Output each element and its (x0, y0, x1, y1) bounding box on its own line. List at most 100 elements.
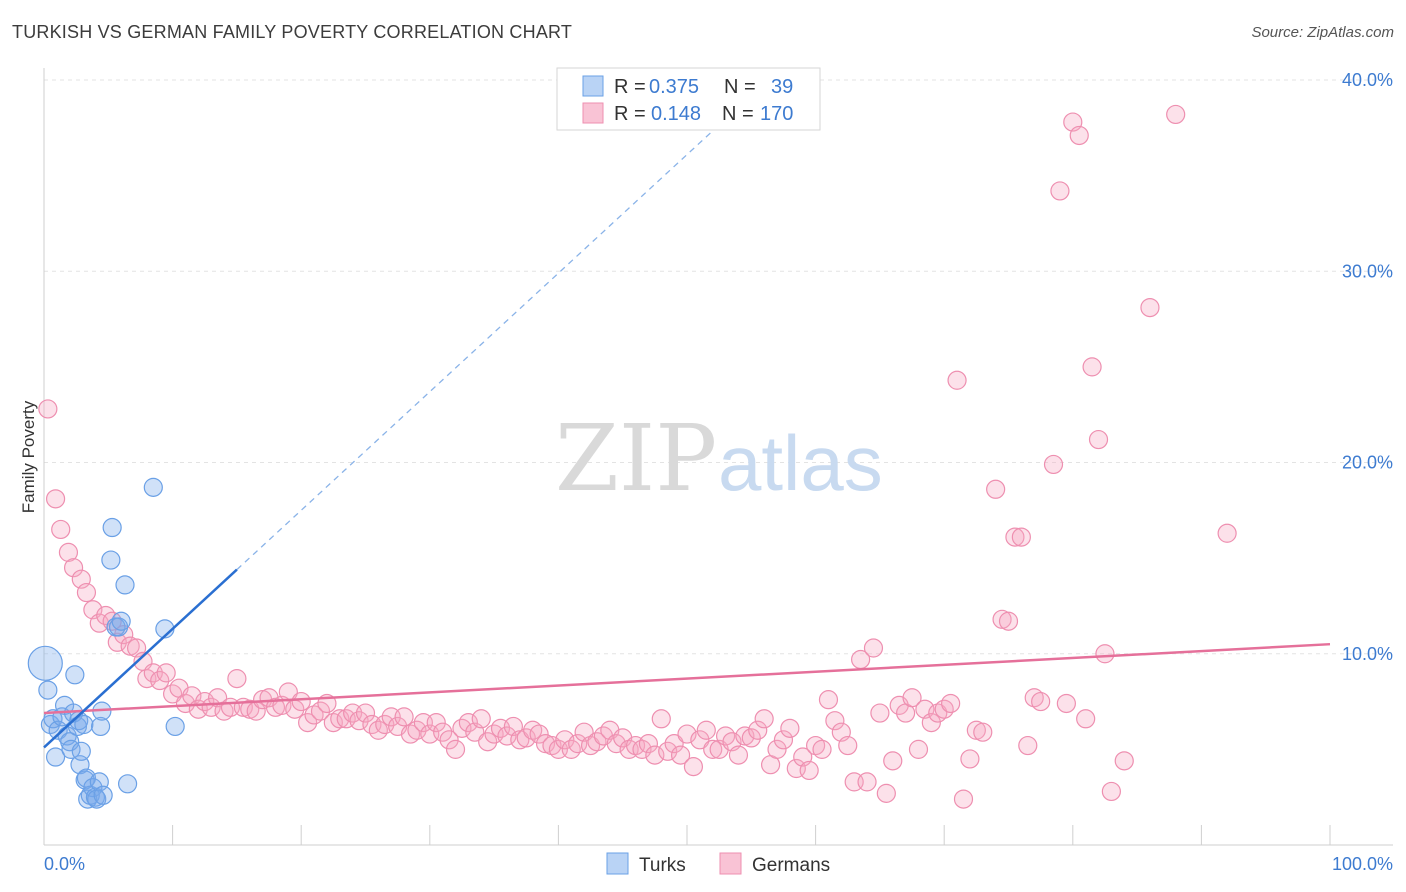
germans-point-122 (818, 690, 839, 710)
germans-point-129 (863, 638, 884, 658)
turks-swatch (582, 75, 604, 97)
watermark: ZIP atlas (555, 405, 883, 512)
germans-point-168 (1217, 523, 1237, 543)
turks-point-4 (45, 747, 66, 767)
germans-point-165 (1114, 751, 1134, 771)
germans-point-130 (870, 703, 890, 723)
germans-point-159 (1069, 125, 1089, 146)
turks-point-1 (38, 680, 58, 700)
germans-point-135 (902, 688, 922, 708)
germans-point-30 (227, 669, 247, 689)
germans-point-119 (799, 760, 819, 781)
legend-turks-label: Turks (639, 855, 686, 876)
germans-point-43 (310, 701, 331, 721)
turks-point-37 (165, 716, 185, 737)
germans-point-110 (741, 728, 761, 748)
turks-n-label: N = (724, 76, 756, 98)
germans-point-2 (51, 519, 71, 540)
germans-point-164 (1101, 781, 1121, 802)
germans-point-167 (1166, 104, 1186, 125)
germans-point-0 (38, 399, 58, 419)
germans-point-128 (857, 772, 877, 792)
turks-point-34 (117, 774, 138, 794)
germans-point-56 (394, 707, 414, 727)
turks-r-value: 0.375 (649, 76, 699, 98)
turks-point-35 (143, 477, 163, 497)
turks-point-26 (90, 716, 111, 737)
germans-point-63 (439, 730, 459, 750)
turks-point-17 (74, 714, 94, 735)
germans-point-112 (754, 709, 774, 729)
x-tick-label-max: 100.0% (1332, 854, 1393, 874)
turks-r-label: R = (614, 76, 646, 98)
stats-legend: R = 0.375 N = 39 R = 0.148 N = 170 (556, 67, 821, 131)
germans-point-11 (107, 632, 127, 652)
y-tick-label-3: 40.0% (1342, 70, 1393, 90)
germans-point-157 (1056, 693, 1076, 714)
turks-point-32 (111, 611, 131, 631)
germans-point-102 (690, 730, 710, 750)
grid (44, 79, 1393, 655)
germans-point-61 (426, 712, 446, 733)
germans-point-142 (947, 370, 967, 390)
legend-germans-label: Germans (752, 855, 830, 876)
germans-series (38, 104, 1237, 809)
x-tick-label-min: 0.0% (44, 854, 85, 874)
germans-point-156 (1050, 181, 1070, 201)
germans-point-146 (973, 722, 993, 742)
y-axis-label: Family Poverty (19, 400, 38, 513)
turks-point-28 (101, 550, 121, 570)
germans-point-62 (433, 722, 453, 742)
germans-point-115 (773, 730, 794, 750)
germans-point-160 (1076, 709, 1096, 729)
germans-point-125 (838, 735, 858, 756)
germans-point-143 (953, 789, 974, 809)
germans-point-103 (696, 720, 716, 740)
germans-point-18 (150, 670, 170, 691)
germans-point-101 (683, 756, 704, 777)
germans-point-1 (45, 489, 66, 509)
y-tick-label-0: 10.0% (1342, 644, 1393, 664)
germans-point-64 (445, 739, 466, 759)
germans-point-95 (645, 745, 665, 765)
turks-point-12 (65, 665, 85, 685)
turks-trend-line (43, 568, 238, 749)
turks-series (27, 477, 185, 809)
germans-point-154 (1031, 691, 1051, 712)
germans-point-141 (941, 693, 961, 714)
germans-point-97 (658, 741, 678, 761)
germans-point-132 (883, 751, 903, 771)
turks-point-33 (115, 575, 135, 595)
germans-point-81 (555, 730, 575, 750)
germans-r-value: 0.148 (651, 103, 701, 125)
turks-point-0 (27, 645, 63, 681)
germans-point-166 (1140, 297, 1160, 318)
watermark-atlas: atlas (718, 419, 883, 507)
turks-n-value: 39 (771, 76, 793, 98)
germans-point-114 (767, 739, 787, 759)
germans-point-3 (58, 542, 79, 562)
germans-point-144 (960, 749, 980, 769)
germans-point-162 (1088, 429, 1109, 450)
germans-point-152 (1018, 735, 1038, 756)
germans-point-58 (407, 720, 427, 740)
germans-point-136 (908, 739, 929, 759)
turks-point-38 (93, 785, 113, 805)
germans-point-150 (1005, 527, 1025, 547)
germans-point-155 (1043, 454, 1064, 475)
chart-title: TURKISH VS GERMAN FAMILY POVERTY CORRELA… (12, 22, 573, 42)
germans-point-121 (812, 739, 832, 759)
germans-r-label: R = (614, 103, 646, 125)
germans-point-41 (298, 712, 318, 733)
germans-point-151 (1011, 527, 1031, 547)
legend-germans-swatch (719, 852, 742, 875)
germans-point-69 (478, 732, 498, 752)
germans-point-40 (291, 691, 311, 712)
turks-point-16 (71, 741, 91, 761)
germans-n-label: N = (722, 103, 754, 125)
source-credit: Source: ZipAtlas.com (1251, 24, 1394, 41)
germans-point-50 (355, 703, 376, 723)
germans-point-108 (728, 745, 749, 765)
germans-point-123 (825, 711, 845, 731)
